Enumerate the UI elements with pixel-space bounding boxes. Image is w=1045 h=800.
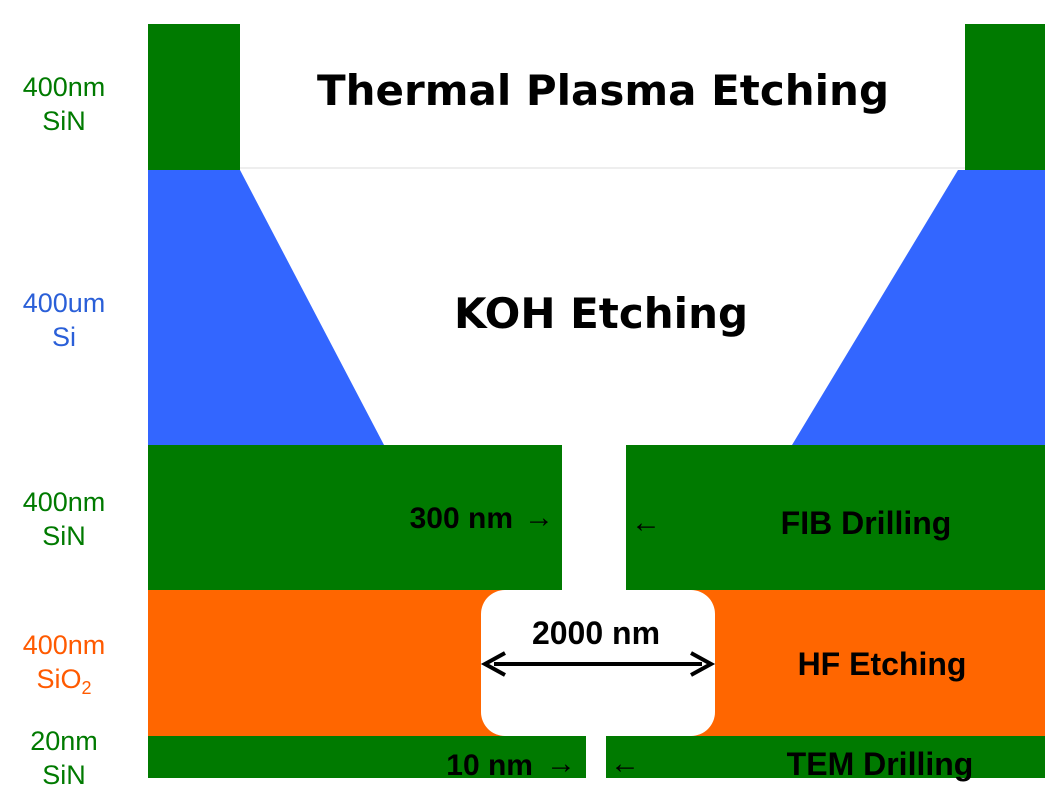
fib-arrow-left-icon: ←	[631, 506, 661, 539]
label-top-sin: 400nm SiN	[0, 70, 128, 138]
si-material: Si	[51, 322, 76, 352]
hf-label: HF Etching	[798, 646, 967, 682]
sio2-subscript: 2	[81, 678, 92, 698]
bottom-sin-right	[606, 736, 1045, 778]
label-bottom-sin: 20nm SiN	[0, 724, 128, 792]
top-sin-material: SiN	[42, 106, 86, 136]
mid-sin-material: SiN	[42, 521, 86, 551]
fib-arrow-right-icon: →	[524, 501, 554, 534]
label-sio2: 400nm SiO2	[0, 628, 128, 698]
koh-title: KOH Etching	[454, 289, 748, 338]
fib-channel-connector	[562, 588, 626, 598]
mid-sin-right	[626, 445, 1045, 590]
sio2-material: SiO2	[0, 662, 128, 698]
tem-width-label: 10 nm	[446, 749, 533, 782]
bottom-sin-left	[148, 736, 586, 778]
label-mid-sin: 400nm SiN	[0, 485, 128, 553]
top-sin-right	[965, 24, 1045, 170]
hf-double-arrow-icon	[480, 651, 716, 677]
si-thickness: 400um	[22, 288, 106, 318]
top-sin-thickness: 400nm	[22, 72, 106, 102]
si-right-wall	[792, 170, 1045, 445]
hf-width-label: 2000 nm	[532, 615, 660, 651]
mid-sin-thickness: 400nm	[22, 487, 106, 517]
si-left-wall	[148, 170, 384, 445]
sio2-material-base: SiO	[36, 664, 82, 694]
tem-arrow-right-icon: →	[546, 747, 576, 780]
bottom-sin-thickness: 20nm	[30, 726, 98, 756]
top-sin-left	[148, 24, 240, 170]
thermal-plasma-title: Thermal Plasma Etching	[317, 66, 889, 115]
tem-label: TEM Drilling	[787, 746, 974, 782]
label-si: 400um Si	[0, 286, 128, 354]
tem-arrow-left-icon: ←	[610, 747, 640, 780]
sio2-thickness: 400nm	[22, 630, 106, 660]
fib-width-label: 300 nm	[410, 502, 513, 535]
fib-label: FIB Drilling	[781, 505, 952, 541]
bottom-sin-material: SiN	[42, 760, 86, 790]
mid-sin-left	[148, 445, 562, 590]
